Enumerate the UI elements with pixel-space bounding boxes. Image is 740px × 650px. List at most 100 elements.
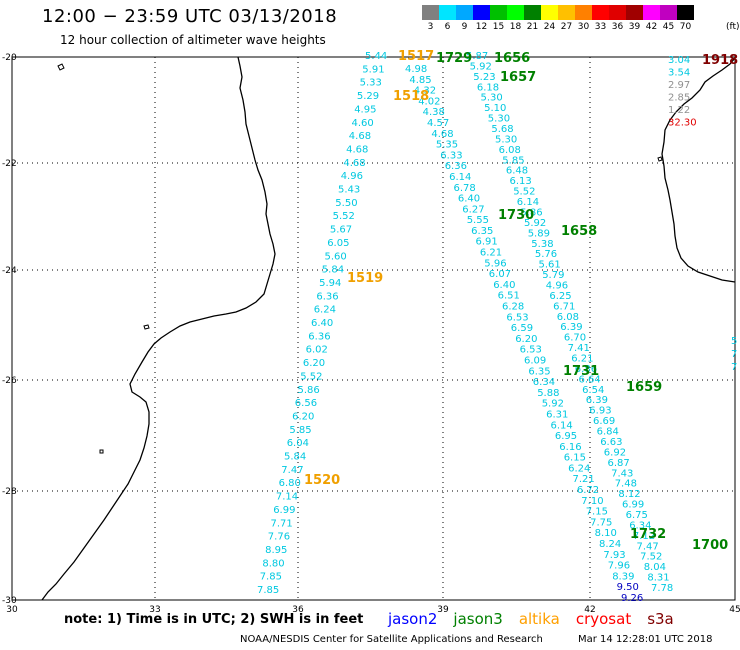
island-inhaca (143, 324, 150, 330)
swh-value: 7.78 (651, 583, 673, 594)
legend-swatch (660, 5, 677, 20)
legend-swatch (575, 5, 592, 20)
swh-value: 7.15 (586, 507, 608, 518)
longitude-label: 33 (149, 605, 160, 615)
swh-value: 6.36 (316, 291, 338, 302)
swh-value: 4.96 (546, 281, 568, 292)
legend-swatch (524, 5, 541, 20)
pass-time-label: 1730 (498, 208, 534, 223)
swh-value: 7.85 (260, 572, 282, 583)
satellite-name-jason3: jason3 (453, 610, 503, 628)
legend-label: 45 (662, 22, 675, 32)
swh-value: 32.30 (668, 118, 697, 129)
swh-value: 6.24 (568, 463, 590, 474)
swh-value: 6.20 (292, 412, 314, 423)
swh-value: 8.12 (618, 489, 640, 500)
swh-value: 5.85 (502, 155, 524, 166)
swh-value: 6.54 (582, 385, 604, 396)
legend-swatch (541, 5, 558, 20)
island-small-2 (657, 156, 663, 162)
swh-value: 7.52 (640, 552, 662, 563)
swh-value: 5.87 (466, 51, 488, 62)
swh-value: 8.39 (612, 571, 634, 582)
credit-line: NOAA/NESDIS Center for Satellite Applica… (240, 634, 543, 645)
swh-value: 7.93 (603, 550, 625, 561)
longitude-label: 39 (437, 605, 449, 615)
swh-value: 6.80 (279, 478, 301, 489)
latitude-label: -26 (2, 376, 17, 386)
swh-value: 8.31 (647, 573, 669, 584)
swh-value: 6.14 (551, 420, 573, 431)
pass-time-label: 1700 (692, 538, 728, 553)
longitude-label: 30 (6, 605, 18, 615)
legend-swatch (422, 5, 439, 20)
swh-value: 5.92 (470, 61, 492, 72)
swh-value: 7.85 (257, 585, 279, 596)
legend-swatch (507, 5, 524, 20)
swh-value: 5.52 (513, 187, 535, 198)
swh-value: 6.35 (471, 226, 493, 237)
swh-value: 5.60 (325, 251, 347, 262)
swh-value: 5.89 (528, 228, 550, 239)
swh-value: 5.94 (319, 278, 341, 289)
pass-time-label: 1918 (702, 53, 738, 68)
swh-value: 6.39 (560, 322, 582, 333)
axis-labels: 30 33 36 39 42 45 -20 -22 -24 -26 -28 -30 (2, 53, 740, 615)
swh-value: 6.84 (597, 427, 619, 438)
color-scale-legend (422, 5, 694, 20)
swh-value: 2.85 (668, 93, 690, 104)
swh-value: 7.47 (281, 465, 303, 476)
swh-value: 6.39 (586, 395, 608, 406)
swh-value: 4.68 (346, 144, 368, 155)
islands (57, 63, 663, 454)
swh-value: 5.55 (467, 215, 489, 226)
legend-label: 24 (543, 22, 556, 32)
swh-value: 4.68 (349, 131, 371, 142)
swh-value: 5.79 (542, 270, 564, 281)
satellite-name-altika: altika (518, 610, 560, 628)
swh-value: 6.18 (477, 82, 499, 93)
swh-value: 6.08 (557, 312, 579, 323)
swh-value: 6.24 (314, 305, 336, 316)
swh-value: 6.14 (449, 172, 471, 183)
legend-swatch (626, 5, 643, 20)
swh-value: 6.05 (327, 238, 349, 249)
swh-value: 5.43 (338, 185, 360, 196)
swh-value: 6.95 (555, 431, 577, 442)
swh-value-partial: 7 (731, 349, 737, 360)
swh-value: 6.14 (517, 197, 539, 208)
swh-value: 3.04 (668, 55, 690, 66)
swh-value: 5.67 (330, 225, 352, 236)
legend-unit: (ft) (726, 22, 740, 32)
latitude-label: -22 (2, 159, 17, 169)
swh-value: 6.59 (511, 323, 533, 334)
swh-value: 7.71 (271, 518, 293, 529)
latitude-label: -24 (2, 266, 17, 276)
legend-label: 15 (492, 22, 505, 32)
swh-value: 6.40 (311, 318, 333, 329)
swh-value: 6.16 (559, 442, 581, 453)
swh-value: 8.04 (644, 562, 666, 573)
swh-value: 6.21 (480, 248, 502, 259)
swh-value: 6.75 (626, 510, 648, 521)
swh-value: 6.27 (462, 204, 484, 215)
swh-value: 5.44 (365, 51, 387, 62)
swh-value: 7.96 (608, 561, 630, 572)
swh-value: 6.34 (629, 520, 651, 531)
legend-swatch (677, 5, 694, 20)
legend-swatch (439, 5, 456, 20)
swh-value: 5.50 (335, 198, 357, 209)
swh-value: 3.54 (668, 68, 690, 79)
swh-value: 8.24 (599, 539, 621, 550)
swh-value: 1.22 (668, 105, 690, 116)
swh-value: 6.36 (445, 161, 467, 172)
legend-swatch (558, 5, 575, 20)
coastline-africa (41, 56, 276, 601)
swh-value: 6.87 (608, 458, 630, 469)
pass-time-label: 1657 (500, 70, 536, 85)
island-bazaruto (57, 63, 65, 71)
swh-value: 4.02 (418, 96, 440, 107)
swh-value: 2.97 (668, 80, 690, 91)
swh-value: 5.61 (539, 260, 561, 271)
